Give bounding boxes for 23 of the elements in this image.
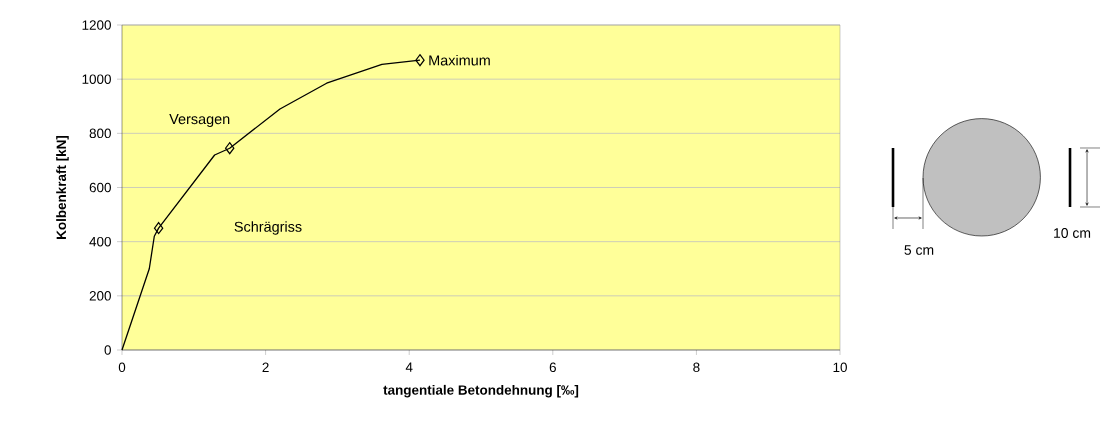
y-tick-label: 200: [89, 291, 111, 301]
text: 10 cm: [1054, 228, 1091, 238]
x-tick-label: 8: [693, 362, 700, 373]
x-tick-label: 4: [405, 362, 413, 372]
y-tick-label: 1200: [82, 20, 111, 30]
y-tick-label: 600: [89, 182, 111, 193]
x-tick-label: 0: [118, 362, 126, 373]
y-tick-label: 0: [104, 345, 111, 355]
point: [415, 54, 425, 67]
y-tick-label: 1000: [82, 74, 111, 84]
point: [224, 142, 235, 155]
x-tick-label: 2: [262, 362, 269, 372]
y-tick-label: 800: [89, 128, 111, 139]
y-axis-title: Kolbenkraft [kN]: [56, 135, 69, 239]
annotation: Versagen: [169, 114, 230, 128]
annotation: Maximum: [429, 54, 490, 66]
x-tick-label: 6: [549, 362, 556, 373]
point: [153, 222, 164, 235]
x-tick-label: 10: [833, 362, 847, 373]
x-axis-title: tangentiale Betondehnung [‰]: [383, 384, 579, 398]
y-tick-label: 400: [89, 236, 111, 247]
annotation: Schrägriss: [234, 221, 302, 235]
text: 5 cm: [904, 245, 934, 255]
